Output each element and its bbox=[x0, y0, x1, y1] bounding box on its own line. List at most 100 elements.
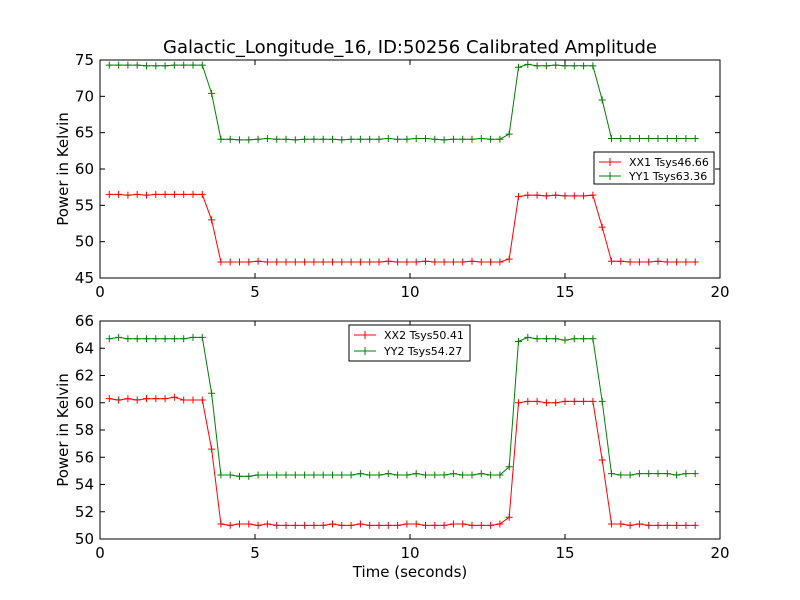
top-plot-series-1-point bbox=[208, 216, 216, 224]
top-plot-series-2-point bbox=[329, 135, 336, 143]
top-plot-series-1-point bbox=[301, 258, 309, 266]
bottom-plot-series-2-point bbox=[124, 335, 132, 343]
bottom-plot-series-1-point bbox=[570, 397, 578, 405]
top-plot-x-tick-label: 15 bbox=[555, 283, 574, 301]
top-plot-series-2-point bbox=[412, 134, 420, 142]
bottom-plot-series-2-point bbox=[319, 471, 327, 479]
top-plot-legend-box bbox=[593, 151, 715, 185]
bottom-plot-series-2-point bbox=[487, 471, 495, 479]
bottom-plot-series-2-point bbox=[673, 471, 681, 479]
bottom-plot-series-1-point bbox=[180, 396, 188, 404]
top-plot-series-2-point bbox=[589, 62, 597, 70]
top-plot-series-2-point bbox=[105, 61, 113, 69]
top-plot-series-1-point bbox=[635, 258, 643, 266]
bottom-plot-series-2-point bbox=[263, 471, 271, 479]
top-plot-series-2-point bbox=[143, 62, 150, 70]
bottom-plot-series-2-point bbox=[143, 335, 150, 343]
top-plot-y-tick-label: 75 bbox=[75, 51, 94, 69]
legend-label-xx2: XX2 Tsys50.41 bbox=[384, 329, 464, 342]
top-plot-series-2-point bbox=[524, 60, 532, 68]
bottom-plot-series-1-point bbox=[143, 395, 150, 403]
bottom-plot-series-2-point bbox=[515, 337, 522, 345]
bottom-plot-series-1-point bbox=[170, 393, 178, 401]
bottom-plot-series-1-point bbox=[394, 521, 402, 529]
top-plot-series-1-point bbox=[254, 257, 262, 265]
bottom-plot-series-2-point bbox=[654, 470, 662, 478]
top-plot-series-2-point bbox=[263, 134, 271, 142]
top-plot-series-1-point bbox=[133, 190, 141, 198]
bottom-plot-series-1-point bbox=[356, 520, 364, 528]
top-plot-x-tick-label: 10 bbox=[400, 283, 419, 301]
top-plot-ticks: 0 5 10 15 20 45 50 55 60 65 70 75 bbox=[75, 51, 730, 301]
top-plot-series-1-point bbox=[533, 191, 541, 199]
bottom-plot-series-1-point bbox=[663, 521, 671, 529]
top-plot-series-2-point bbox=[505, 130, 513, 138]
bottom-plot-series-2-point bbox=[617, 471, 625, 479]
bottom-plot-series-1-point bbox=[282, 521, 290, 529]
bottom-plot-series-2-point bbox=[691, 470, 699, 478]
bottom-plot-y-tick-label: 58 bbox=[75, 421, 94, 439]
bottom-plot-series-2-point bbox=[273, 471, 281, 479]
bottom-plot-series-1-point bbox=[310, 521, 318, 529]
bottom-plot-series-2-point bbox=[347, 471, 355, 479]
bottom-plot-series-2-point bbox=[682, 470, 690, 478]
top-plot-series-1-point bbox=[384, 257, 392, 265]
top-plot-series-2-point bbox=[338, 136, 346, 144]
bottom-plot-series-2-point bbox=[338, 471, 346, 479]
top-plot-series-2-point bbox=[347, 135, 355, 143]
top-plot-series-1-point bbox=[329, 258, 336, 266]
bottom-plot-series-2-point bbox=[254, 471, 262, 479]
bottom-plot-series-2-point bbox=[189, 333, 197, 341]
bottom-plot-series-2-point bbox=[236, 472, 243, 480]
top-plot-series-2-point bbox=[449, 135, 457, 143]
top-plot-series-2-point bbox=[533, 62, 541, 70]
bottom-plot-series-1-point bbox=[226, 521, 234, 529]
top-plot-series-1-point bbox=[552, 191, 560, 199]
top-plot-series-2-point bbox=[366, 135, 374, 143]
top-plot-series-1-point bbox=[431, 258, 439, 266]
top-plot-series-2-point bbox=[273, 135, 281, 143]
bottom-plot-series-1-point bbox=[217, 520, 225, 528]
bottom-plot-series-2-point bbox=[524, 333, 532, 341]
bottom-plot-series-1-point bbox=[254, 521, 262, 529]
top-plot-series-2-point bbox=[394, 135, 402, 143]
bottom-plot-series-1-point bbox=[654, 521, 662, 529]
bottom-plot-series-1-point bbox=[245, 520, 253, 528]
bottom-plot-series-1-point bbox=[431, 521, 439, 529]
bottom-plot-series-1-point bbox=[449, 520, 457, 528]
top-plot-series-2-point bbox=[152, 62, 160, 70]
top-plot-series-2-point bbox=[570, 62, 578, 70]
bottom-plot-series-2-point bbox=[310, 471, 318, 479]
bottom-plot-series-1-point bbox=[124, 395, 132, 403]
bottom-plot-x-tick-label: 15 bbox=[555, 544, 574, 562]
top-plot-series-1-point bbox=[561, 192, 569, 200]
bottom-plot-series-1-point bbox=[189, 396, 197, 404]
legend-label-yy2: YY2 Tsys54.27 bbox=[383, 345, 462, 358]
bottom-plot-panel: 0 5 10 15 20 50 52 54 56 58 60 62 64 66 Power in Kelv… bbox=[54, 312, 730, 581]
bottom-plot-series-2-point bbox=[561, 336, 569, 344]
bottom-plot-series-1-point bbox=[626, 521, 634, 529]
bottom-plot-series-1-point bbox=[440, 521, 448, 529]
top-plot-series-2-point bbox=[608, 134, 615, 142]
bottom-plot-series-1-point bbox=[319, 521, 327, 529]
top-plot-series-1-point bbox=[477, 258, 485, 266]
top-plot-series-1-point bbox=[291, 258, 299, 266]
top-plot-series-1-point bbox=[394, 258, 402, 266]
top-plot-y-axis-label: Power in Kelvin bbox=[54, 112, 72, 226]
bottom-plot-series-2-point bbox=[291, 471, 299, 479]
bottom-plot-series-1-point bbox=[198, 396, 206, 404]
bottom-plot-series-1-point bbox=[477, 521, 485, 529]
top-plot-series-2-point bbox=[673, 134, 681, 142]
top-plot-series-1-point bbox=[189, 190, 197, 198]
top-plot-legend: XX1 Tsys46.66 YY1 Tsys63.36 bbox=[593, 151, 715, 185]
top-plot-series-1-point bbox=[263, 258, 271, 266]
top-plot-x-tick-label: 20 bbox=[710, 283, 729, 301]
bottom-plot-series-2-point bbox=[422, 471, 429, 479]
top-plot-series-1-point bbox=[589, 191, 597, 199]
top-plot-series-2-point bbox=[542, 62, 550, 70]
bottom-plot-y-tick-label: 54 bbox=[75, 476, 94, 494]
top-plot-series-2-point bbox=[198, 61, 206, 69]
bottom-plot-series-2-point bbox=[161, 335, 169, 343]
bottom-plot-series-2-point bbox=[431, 471, 439, 479]
